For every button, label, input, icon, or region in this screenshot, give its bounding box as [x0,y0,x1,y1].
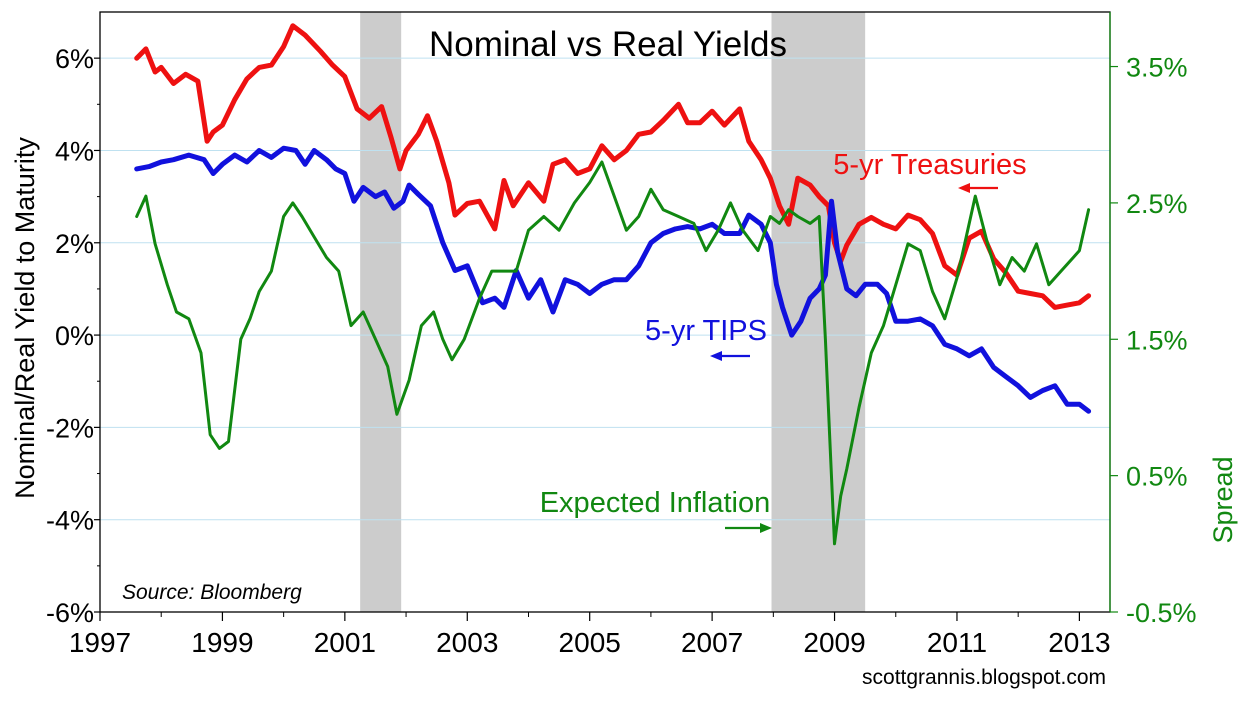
chart-title: Nominal vs Real Yields [429,25,787,64]
x-tick-label: 2013 [1048,627,1110,658]
y-tick-label: 0% [55,321,94,351]
y-tick-label: 6% [55,44,94,74]
series-line-inflation [135,160,1091,546]
x-tick-label: 1999 [191,627,253,658]
y2-tick-label: 1.5% [1126,325,1188,355]
x-tick-label: 2011 [927,627,987,658]
y2-tick-label: 3.5% [1126,53,1188,83]
y-tick-label: -2% [46,413,94,443]
arrow-right-inflation [725,523,772,533]
y2-tick-label: -0.5% [1126,598,1197,628]
x-tick-label: 2005 [559,627,621,658]
arrow-left-tips [710,351,750,361]
arrow-left-treasuries [958,183,998,193]
y-axis-label: Nominal/Real Yield to Maturity [10,137,40,499]
recession-band-2 [771,12,866,612]
y-tick-label: 2% [55,229,94,259]
series-label-inflation: Expected Inflation [540,487,771,519]
x-tick-label: 2001 [314,627,376,658]
series-lines [134,23,1092,546]
y2-tick-label: 0.5% [1126,462,1188,492]
x-tick-label: 2007 [681,627,743,658]
x-tick-label: 2003 [436,627,498,658]
credit-text: scottgrannis.blogspot.com [862,666,1106,689]
series-label-tips: 5-yr TIPS [645,315,767,347]
x-tick-label: 1997 [69,627,131,658]
series-line-tips [134,145,1092,414]
y-tick-label: -6% [46,598,94,628]
recession-bands [360,12,866,612]
y2-axis-label: Spread [1208,456,1238,543]
axis-ticks: 1997 1999 2001 2003 2005 2007 2009 2011 2013 -6% -… [46,12,1197,658]
recession-band-1 [360,12,402,612]
source-note: Source: Bloomberg [122,581,302,604]
y-tick-label: 4% [55,136,94,166]
y-tick-label: -4% [46,506,94,536]
x-tick-label: 2009 [803,627,865,658]
series-label-treasuries: 5-yr Treasuries [833,149,1026,181]
series-line-treasuries [134,23,1092,310]
gridlines [100,57,1110,521]
y2-tick-label: 2.5% [1126,189,1188,219]
